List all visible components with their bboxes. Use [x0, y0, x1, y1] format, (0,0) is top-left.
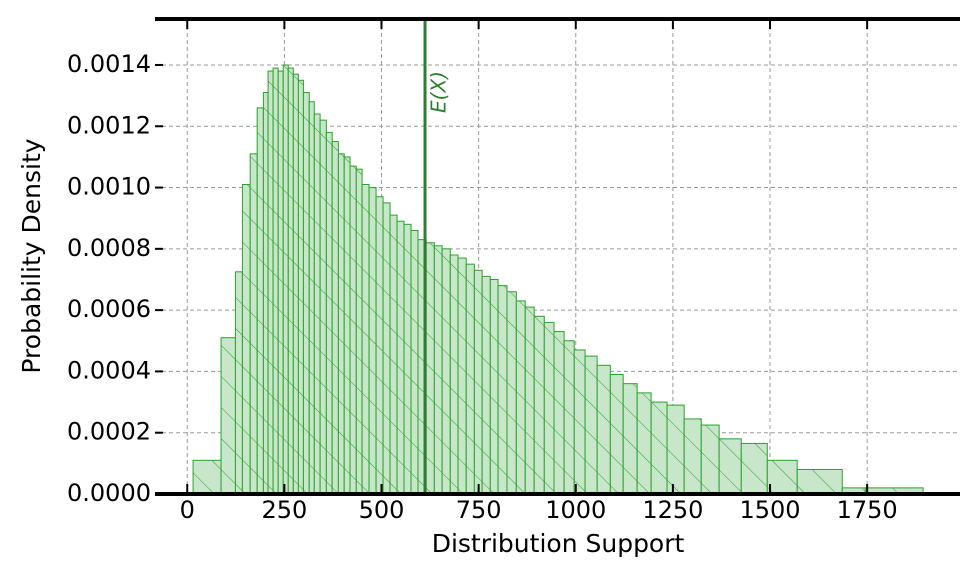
bar-hatch [433, 245, 443, 495]
x-tick-label: 1750 [837, 496, 898, 524]
bar-hatch [368, 187, 377, 495]
bar-hatch [234, 271, 243, 495]
y-tick-label: 0.0012 [67, 111, 151, 139]
y-axis-title: Probability Density [17, 138, 46, 373]
y-tick-label: 0.0004 [67, 356, 151, 384]
bar-hatch [666, 404, 685, 495]
bar-hatch [524, 306, 535, 495]
bar-hatch [543, 321, 555, 495]
y-tick-label: 0.0008 [67, 234, 151, 262]
bar-hatch [297, 79, 304, 495]
bar-hatch [262, 92, 269, 495]
bar-hatch [308, 101, 315, 495]
x-tick-label: 1250 [642, 496, 703, 524]
mean-label: E(X) [427, 71, 451, 113]
bar-hatch [449, 254, 459, 495]
bar-hatch [515, 300, 526, 495]
bar-hatch [267, 70, 274, 495]
y-tick-label: 0.0000 [67, 479, 151, 507]
bar-hatch [441, 248, 451, 495]
bar-hatch [403, 223, 412, 495]
y-tick-label: 0.0014 [67, 50, 151, 78]
x-tick-label: 1000 [545, 496, 606, 524]
bar-hatch [584, 355, 598, 495]
bar-hatch [337, 153, 345, 495]
bar-hatch [573, 349, 586, 495]
bar-hatch [287, 67, 294, 495]
bar-hatch [249, 153, 258, 495]
bar-hatch [457, 257, 467, 495]
x-tick-label: 500 [359, 496, 405, 524]
bar-hatch [192, 459, 222, 495]
bar-hatch [609, 373, 624, 495]
bar-hatch [481, 275, 491, 495]
y-tick-label: 0.0002 [67, 418, 151, 446]
bar-hatch [506, 291, 517, 495]
bar-hatch [650, 401, 668, 495]
bar-hatch [277, 70, 284, 495]
bar-hatch [596, 364, 611, 495]
bar-hatch [497, 285, 508, 495]
bar-hatch [302, 92, 310, 495]
y-tick-label: 0.0010 [67, 173, 151, 201]
bar-hatch [563, 340, 575, 495]
bar-hatch [382, 202, 391, 495]
bar-hatch [343, 156, 351, 495]
bar-hatch [220, 337, 236, 495]
bars [192, 64, 924, 495]
bar-hatch [256, 107, 264, 495]
bar-hatch [319, 119, 327, 495]
bar-hatch [325, 131, 333, 495]
bar-hatch [718, 438, 742, 495]
x-axis-title: Distribution Support [432, 529, 685, 558]
bar-hatch [355, 168, 363, 495]
bar-hatch [331, 141, 339, 495]
bar-hatch [396, 220, 405, 495]
x-tick-label: 1500 [739, 496, 800, 524]
bar-hatch [375, 196, 384, 495]
bar-hatch [766, 459, 798, 495]
bar-hatch [533, 315, 545, 495]
bar-hatch [465, 263, 475, 495]
bar-hatch [796, 468, 843, 495]
y-tick-label: 0.0006 [67, 295, 151, 323]
bar-hatch [282, 64, 289, 495]
bar-hatch [425, 242, 435, 495]
bar-hatch [349, 165, 357, 495]
x-tick-label: 0 [180, 496, 195, 524]
bar-hatch [683, 418, 702, 495]
bar-hatch [389, 214, 398, 495]
bar-hatch [241, 183, 251, 495]
x-tick-label: 750 [456, 496, 502, 524]
bar-hatch [740, 442, 768, 495]
bar-hatch [700, 424, 720, 495]
bar-hatch [361, 183, 370, 495]
bar-hatch [410, 229, 419, 495]
x-tick-label: 250 [261, 496, 307, 524]
bar-hatch [636, 392, 652, 495]
bar-hatch [313, 113, 321, 495]
bar-hatch [473, 269, 483, 495]
bar-hatch [292, 73, 299, 495]
bar-hatch [553, 331, 565, 495]
bar-hatch [622, 383, 638, 495]
bar-hatch [272, 67, 279, 495]
axes: 0.0000 0.0002 0.0004 0.0006 0.0008 0.0010 0.00… [67, 17, 960, 524]
bar-hatch [489, 278, 499, 495]
